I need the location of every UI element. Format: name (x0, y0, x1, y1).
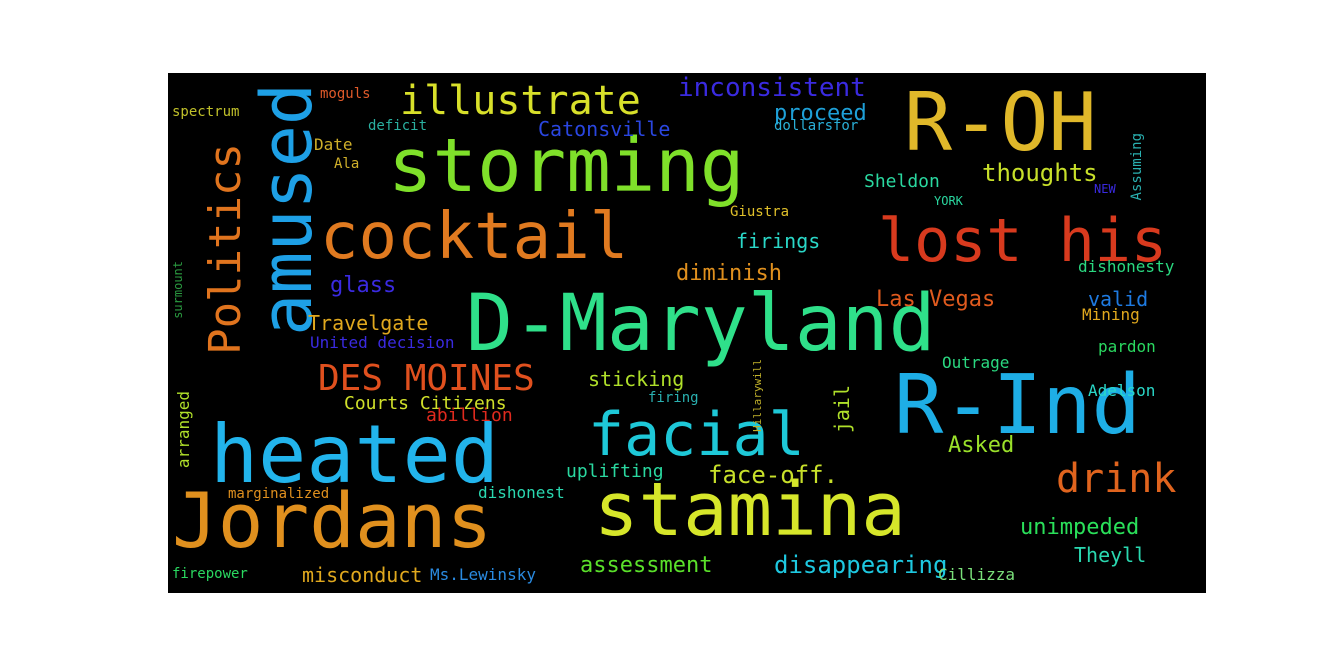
word: illustrate (400, 78, 641, 124)
word: unimpeded (1020, 515, 1140, 540)
word: drink (1056, 456, 1177, 502)
word: NEW (1094, 182, 1116, 196)
word: marginalized (228, 486, 330, 502)
word: Theyll (1074, 543, 1147, 567)
word-cloud: D-Maryland storming R-OH amused cocktail… (168, 73, 1206, 593)
word: diminish (676, 261, 782, 286)
word: proceed (774, 101, 867, 126)
word: R-OH (904, 76, 1097, 169)
word: pardon (1098, 337, 1156, 356)
word: dishonest (478, 483, 565, 502)
word: Sheldon (864, 171, 940, 192)
word: lost his (878, 206, 1167, 276)
word: misconduct (302, 563, 423, 587)
word: thoughts (982, 159, 1098, 187)
word: abillion (426, 405, 513, 426)
word: Politics (200, 143, 251, 355)
word: assessment (580, 553, 713, 578)
word: spectrum (172, 104, 240, 120)
word: YORK (934, 194, 963, 208)
word: R-Ind (894, 358, 1141, 453)
word: Ms.Lewinsky (430, 565, 536, 584)
word: moguls (320, 86, 371, 102)
word: face-off. (708, 461, 839, 489)
word: firing (648, 390, 699, 406)
word: storming (388, 123, 745, 209)
word: Courts Citizens (344, 393, 507, 414)
word: firepower (172, 566, 248, 582)
word: Cillizza (938, 565, 1016, 584)
word: deficit (368, 118, 428, 134)
word: valid (1088, 287, 1149, 311)
word: Outrage (942, 353, 1010, 372)
word: firings (736, 229, 821, 253)
word: arranged (174, 391, 193, 469)
word: Hillarywill (751, 359, 764, 432)
word: stamina (594, 467, 906, 553)
word: Date (314, 135, 353, 154)
word: United decision (310, 333, 455, 352)
word: jail (830, 385, 854, 434)
word: Jordans (172, 476, 493, 565)
word: surmount (171, 261, 185, 319)
word: Travelgate (308, 311, 429, 335)
word: disappearing (774, 551, 948, 579)
word: Las Vegas (876, 287, 996, 312)
word: D-Maryland (466, 279, 936, 369)
word: Asked (948, 433, 1015, 458)
word: heated (210, 408, 499, 501)
word: DES MOINES (318, 358, 535, 399)
word: glass (330, 273, 397, 298)
word: inconsistent (678, 73, 866, 103)
word: Adelson (1088, 381, 1156, 400)
word: dollarsfor (774, 118, 859, 134)
word: cocktail (320, 200, 629, 274)
word: Mining (1082, 305, 1140, 324)
word: Giustra (730, 204, 790, 220)
word: Catonsville (538, 117, 671, 141)
word: sticking (588, 367, 685, 391)
word: uplifting (566, 461, 664, 482)
word: Ala (334, 156, 360, 172)
word: amused (246, 83, 328, 336)
word: dishonesty (1078, 257, 1175, 276)
word: facial (588, 400, 805, 470)
word: Assuming (1129, 133, 1145, 201)
